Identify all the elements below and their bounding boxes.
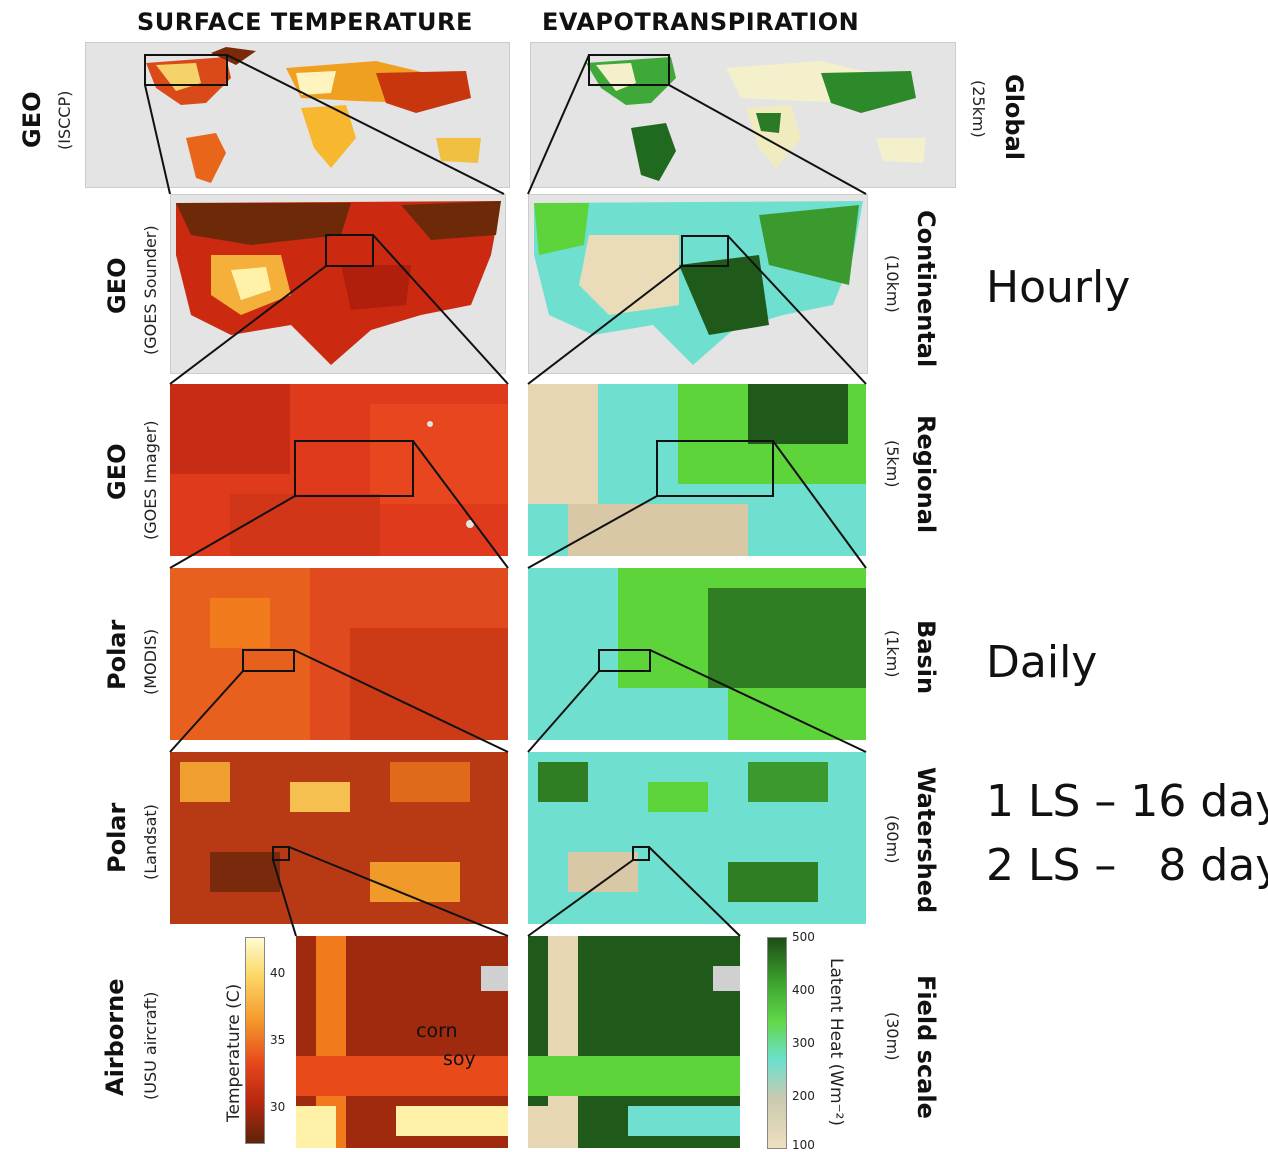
- corn-label: corn: [416, 1020, 458, 1042]
- lh-tick-300: 300: [792, 1036, 815, 1050]
- watershed-et-map: [528, 752, 866, 924]
- row4-scale-label: Basin: [912, 620, 940, 695]
- regional-et-texture: [528, 384, 866, 556]
- basin-temperature-texture: [170, 568, 508, 740]
- temp-tick-30: 30: [270, 1100, 286, 1114]
- watershed-et-texture: [538, 762, 828, 902]
- latent-heat-colorbar-title: Latent Heat (Wm⁻²): [826, 958, 846, 1127]
- row1-scale-label: Global: [1000, 74, 1028, 161]
- lh-tick-200: 200: [792, 1089, 815, 1103]
- temperature-colorbar: [245, 937, 265, 1144]
- continental-et-us-shape: [534, 201, 863, 365]
- temp-tick-35: 35: [270, 1033, 286, 1047]
- row3-instrument-label: (GOES Imager): [141, 420, 160, 540]
- watershed-temperature-map: [170, 752, 508, 924]
- latent-heat-colorbar: [767, 937, 787, 1149]
- row6-instrument-label: (USU aircraft): [141, 991, 160, 1100]
- soy-label: soy: [443, 1048, 476, 1070]
- global-temperature-map: [85, 42, 510, 188]
- watershed-temperature-texture: [180, 762, 470, 902]
- row2-platform-label: GEO: [103, 257, 131, 315]
- row1-instrument-label: (ISCCP): [55, 90, 74, 150]
- row3-resolution-label: (5km): [883, 440, 902, 488]
- row5-platform-label: Polar: [103, 802, 131, 873]
- row5-resolution-label: (60m): [883, 815, 902, 864]
- lh-tick-400: 400: [792, 983, 815, 997]
- field-et-texture: [528, 936, 740, 1148]
- row4-platform-label: Polar: [103, 619, 131, 690]
- basin-et-map: [528, 568, 866, 740]
- row2-scale-label: Continental: [912, 210, 940, 368]
- row3-scale-label: Regional: [912, 415, 940, 534]
- row6-platform-label: Airborne: [101, 978, 129, 1096]
- global-et-landmasses: [586, 57, 926, 181]
- lh-tick-500: 500: [792, 930, 815, 944]
- field-temperature-map: [296, 936, 508, 1148]
- row2-instrument-label: (GOES Sounder): [141, 225, 160, 355]
- surface-temperature-title: SURFACE TEMPERATURE: [137, 8, 473, 36]
- landsat-single-label: 1 LS – 16 day: [986, 776, 1268, 827]
- evapotranspiration-title: EVAPOTRANSPIRATION: [542, 8, 860, 36]
- landsat-double-label: 2 LS – 8 day: [986, 840, 1268, 891]
- hourly-label: Hourly: [986, 262, 1131, 313]
- global-et-map: [530, 42, 956, 188]
- row1-platform-label: GEO: [18, 91, 46, 149]
- row4-resolution-label: (1km): [883, 630, 902, 678]
- temperature-colorbar-title: Temperature (C): [224, 983, 244, 1122]
- field-et-map: [528, 936, 740, 1148]
- regional-et-map: [528, 384, 866, 556]
- continental-temperature-map: [170, 194, 506, 374]
- row4-instrument-label: (MODIS): [141, 628, 160, 695]
- global-temperature-landmasses: [146, 47, 481, 183]
- row6-resolution-label: (30m): [883, 1012, 902, 1061]
- row2-resolution-label: (10km): [883, 255, 902, 313]
- row6-scale-label: Field scale: [912, 975, 940, 1119]
- row5-instrument-label: (Landsat): [141, 804, 160, 880]
- lh-tick-100: 100: [792, 1138, 815, 1152]
- continental-temperature-us-shape: [176, 201, 501, 365]
- basin-et-texture: [528, 568, 866, 740]
- row5-scale-label: Watershed: [912, 767, 940, 914]
- regional-temperature-map: [170, 384, 508, 556]
- regional-temperature-texture: [170, 384, 508, 556]
- row3-platform-label: GEO: [103, 443, 131, 501]
- temp-tick-40: 40: [270, 966, 286, 980]
- field-temperature-texture: [296, 936, 508, 1148]
- daily-label: Daily: [986, 637, 1098, 688]
- continental-et-map: [528, 194, 868, 374]
- row1-resolution-label: (25km): [969, 80, 988, 138]
- basin-temperature-map: [170, 568, 508, 740]
